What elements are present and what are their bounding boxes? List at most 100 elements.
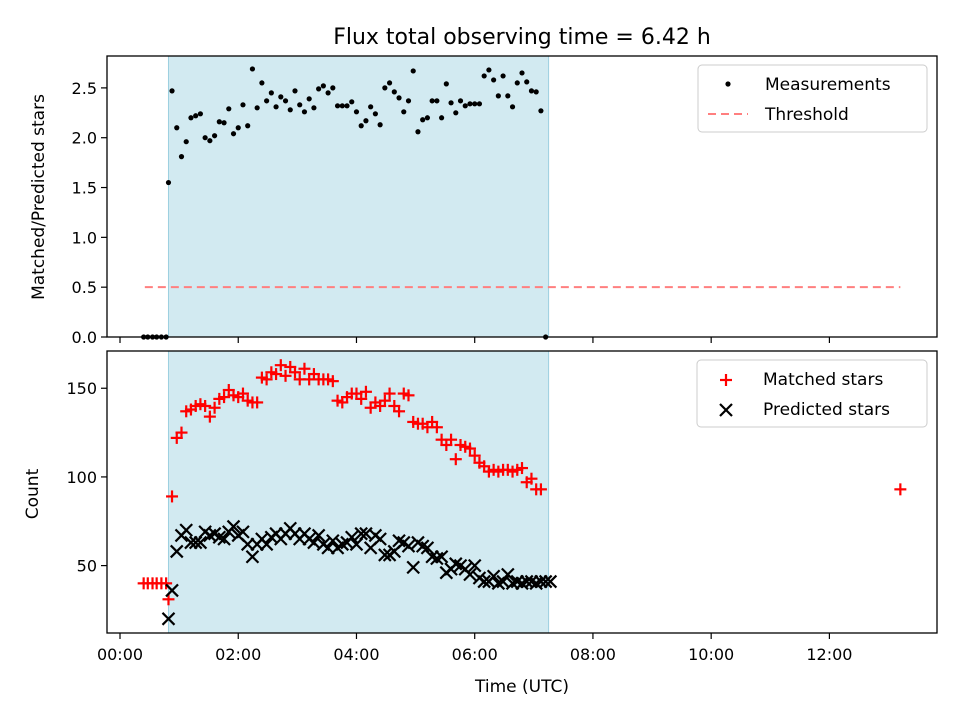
measurement-point bbox=[259, 80, 265, 86]
measurement-point bbox=[538, 108, 544, 114]
measurement-point bbox=[264, 98, 270, 104]
predicted-star-point bbox=[193, 535, 208, 550]
measurement-point bbox=[524, 79, 530, 85]
count-legend: Matched stars Predicted stars bbox=[696, 359, 928, 428]
measurement-point bbox=[377, 122, 383, 128]
matched-star-point bbox=[894, 483, 907, 496]
predicted-star-point bbox=[486, 569, 501, 584]
ratio-y-ticks: 0.0 0.5 1.0 1.5 2.0 2.5 bbox=[72, 79, 107, 347]
matched-star-point bbox=[516, 462, 528, 475]
matched-star-point bbox=[175, 426, 188, 439]
count-panel: 50 100 150 00:00 02:00 04:00 06:00 08:00 10:00 1… bbox=[23, 350, 938, 697]
matched-star-point bbox=[236, 387, 249, 400]
measurement-point bbox=[207, 138, 213, 144]
measurement-point bbox=[405, 98, 412, 104]
y-tick-label: 100 bbox=[66, 468, 97, 487]
measurement-point bbox=[183, 139, 189, 145]
predicted-star-point bbox=[406, 560, 421, 575]
y-tick-label: 2.5 bbox=[72, 79, 97, 98]
measurement-point bbox=[320, 83, 326, 89]
measurement-point bbox=[509, 104, 516, 110]
predicted-star-point bbox=[311, 528, 326, 543]
predicted-star-point bbox=[543, 574, 558, 589]
matched-star-point bbox=[274, 359, 287, 372]
matched-star-point bbox=[445, 433, 458, 446]
measurement-point bbox=[249, 66, 256, 72]
measurement-point bbox=[439, 115, 445, 121]
predicted-star-point bbox=[161, 612, 176, 626]
matched-star-point bbox=[208, 401, 221, 414]
y-tick-label: 50 bbox=[77, 557, 97, 576]
measurement-point bbox=[424, 115, 431, 121]
predicted-star-point bbox=[245, 549, 260, 564]
measurement-point bbox=[533, 89, 539, 95]
measurement-point bbox=[325, 90, 331, 96]
measurement-point bbox=[178, 154, 185, 160]
measurement-point bbox=[316, 86, 322, 92]
measurement-point bbox=[278, 94, 284, 100]
matched-star-point bbox=[251, 396, 264, 409]
ratio-panel: 0.0 0.5 1.0 1.5 2.0 2.5 Matched/Predicted sta… bbox=[29, 55, 938, 347]
matched-star-point bbox=[166, 490, 179, 503]
matched-star-point bbox=[288, 366, 301, 379]
predicted-star-point bbox=[188, 535, 203, 550]
count-y-ticks: 50 100 150 bbox=[66, 379, 107, 576]
measurement-point bbox=[273, 104, 279, 110]
measurement-point bbox=[254, 105, 260, 111]
matched-star-point bbox=[199, 399, 212, 412]
measurement-point bbox=[202, 135, 208, 141]
y-tick-label: 0.5 bbox=[72, 278, 97, 297]
y-tick-label: 0.0 bbox=[72, 328, 97, 347]
matched-star-point bbox=[218, 391, 231, 404]
legend-matched-marker bbox=[720, 374, 732, 386]
measurement-point bbox=[311, 105, 317, 111]
predicted-star-point bbox=[477, 574, 491, 589]
matched-star-point bbox=[260, 373, 273, 386]
measurement-point bbox=[245, 123, 251, 129]
x-tick-label: 12:00 bbox=[806, 645, 852, 664]
matched-star-point bbox=[270, 368, 283, 381]
measurement-point bbox=[301, 109, 308, 115]
predicted-star-point bbox=[165, 583, 179, 598]
ratio-legend: Measurements Threshold bbox=[697, 64, 928, 133]
measurement-point bbox=[339, 103, 345, 109]
measurement-point bbox=[363, 118, 369, 124]
count-plot-frame bbox=[106, 350, 938, 634]
x-tick-label: 02:00 bbox=[215, 645, 261, 664]
measurement-point bbox=[344, 103, 350, 109]
chart-title: Flux total observing time = 6.42 h bbox=[333, 25, 711, 50]
legend-predicted-label: Predicted stars bbox=[763, 400, 890, 420]
y-tick-label: 2.0 bbox=[72, 129, 97, 148]
measurement-point bbox=[306, 96, 312, 102]
measurement-point bbox=[476, 101, 483, 107]
measurement-point bbox=[457, 98, 464, 104]
matched-star-point bbox=[534, 483, 547, 496]
matched-star-point bbox=[393, 405, 406, 418]
measurement-point bbox=[211, 133, 218, 139]
predicted-star-point bbox=[179, 523, 193, 537]
matched-star-point bbox=[326, 375, 339, 388]
ratio-x-ticks bbox=[119, 337, 831, 343]
y-tick-label: 150 bbox=[66, 379, 97, 398]
y-tick-label: 1.0 bbox=[72, 228, 97, 247]
measurement-point bbox=[372, 111, 378, 117]
ratio-plot-frame bbox=[106, 55, 938, 338]
measurement-point bbox=[226, 106, 232, 112]
predicted-star-point bbox=[236, 525, 250, 539]
measurement-point bbox=[514, 80, 520, 86]
legend-matched-label: Matched stars bbox=[763, 370, 883, 390]
measurement-point bbox=[500, 73, 506, 79]
matched-star-point bbox=[430, 421, 443, 434]
measurement-point bbox=[330, 85, 336, 91]
measurement-point bbox=[448, 100, 454, 106]
predicted-star-point bbox=[344, 530, 359, 545]
x-tick-label: 08:00 bbox=[570, 645, 616, 664]
measurement-point bbox=[297, 102, 303, 108]
predicted-star-point bbox=[467, 558, 482, 573]
measurement-point bbox=[334, 103, 341, 109]
y-tick-label: 1.5 bbox=[72, 179, 97, 198]
measurement-point bbox=[358, 123, 364, 129]
measurement-point bbox=[230, 131, 237, 137]
measurement-point bbox=[268, 90, 274, 96]
